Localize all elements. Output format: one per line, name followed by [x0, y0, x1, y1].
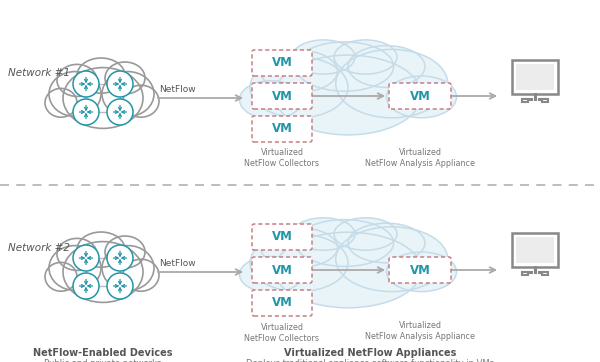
- FancyBboxPatch shape: [512, 233, 558, 267]
- FancyBboxPatch shape: [389, 257, 451, 283]
- Ellipse shape: [45, 88, 77, 117]
- Text: Virtualized
NetFlow Analysis Appliance: Virtualized NetFlow Analysis Appliance: [365, 148, 475, 168]
- Ellipse shape: [77, 232, 125, 267]
- Ellipse shape: [386, 76, 457, 118]
- Ellipse shape: [49, 72, 101, 117]
- Text: Virtualized
NetFlow Analysis Appliance: Virtualized NetFlow Analysis Appliance: [365, 321, 475, 341]
- Ellipse shape: [63, 241, 143, 302]
- Text: VM: VM: [410, 264, 430, 277]
- Circle shape: [73, 273, 99, 299]
- Text: VM: VM: [272, 122, 292, 135]
- Ellipse shape: [292, 40, 355, 74]
- Ellipse shape: [105, 236, 145, 268]
- Circle shape: [107, 71, 133, 97]
- Ellipse shape: [334, 40, 397, 74]
- Text: NetFlow-Enabled Devices: NetFlow-Enabled Devices: [33, 348, 173, 358]
- Bar: [522, 99, 528, 102]
- Ellipse shape: [296, 42, 394, 91]
- Text: VM: VM: [410, 89, 430, 102]
- FancyBboxPatch shape: [252, 83, 312, 109]
- Ellipse shape: [123, 85, 159, 117]
- Bar: [522, 272, 528, 275]
- Bar: [542, 272, 548, 275]
- Circle shape: [107, 273, 133, 299]
- Circle shape: [73, 71, 99, 97]
- Ellipse shape: [63, 68, 143, 129]
- Circle shape: [107, 245, 133, 271]
- Ellipse shape: [102, 72, 154, 117]
- Ellipse shape: [348, 223, 425, 263]
- Bar: [516, 64, 554, 90]
- Text: NetFlow: NetFlow: [159, 85, 196, 94]
- Ellipse shape: [334, 218, 397, 250]
- Bar: [516, 237, 554, 263]
- Text: Virtualized
NetFlow Collectors: Virtualized NetFlow Collectors: [245, 148, 320, 168]
- Ellipse shape: [275, 232, 421, 308]
- FancyBboxPatch shape: [252, 290, 312, 316]
- Ellipse shape: [45, 262, 77, 291]
- FancyBboxPatch shape: [252, 116, 312, 142]
- FancyBboxPatch shape: [252, 50, 312, 76]
- Ellipse shape: [239, 257, 302, 292]
- Text: VM: VM: [272, 264, 292, 277]
- Text: NetFlow: NetFlow: [159, 259, 196, 268]
- Ellipse shape: [386, 252, 457, 292]
- Text: VM: VM: [272, 89, 292, 102]
- Ellipse shape: [77, 58, 125, 93]
- Ellipse shape: [336, 227, 448, 292]
- Circle shape: [73, 99, 99, 125]
- Text: Public and private networks: Public and private networks: [44, 359, 161, 362]
- Ellipse shape: [292, 218, 355, 250]
- Bar: [542, 99, 548, 102]
- Text: VM: VM: [272, 296, 292, 310]
- FancyBboxPatch shape: [252, 257, 312, 283]
- Ellipse shape: [250, 57, 348, 118]
- Text: Network #1: Network #1: [8, 68, 70, 78]
- FancyBboxPatch shape: [389, 83, 451, 109]
- Ellipse shape: [57, 64, 97, 96]
- Text: Deploys traditional appliance software functionality in VMs: Deploys traditional appliance software f…: [246, 359, 494, 362]
- Text: VM: VM: [272, 56, 292, 70]
- Circle shape: [73, 245, 99, 271]
- Ellipse shape: [49, 245, 101, 290]
- Ellipse shape: [336, 49, 448, 118]
- Ellipse shape: [123, 259, 159, 291]
- Circle shape: [107, 99, 133, 125]
- Ellipse shape: [296, 220, 394, 266]
- Ellipse shape: [105, 62, 145, 94]
- Ellipse shape: [260, 228, 337, 267]
- Text: VM: VM: [272, 231, 292, 244]
- Ellipse shape: [239, 81, 302, 119]
- Ellipse shape: [348, 46, 425, 87]
- Text: Network #2: Network #2: [8, 243, 70, 253]
- Text: Virtualized NetFlow Appliances: Virtualized NetFlow Appliances: [284, 348, 456, 358]
- Ellipse shape: [102, 245, 154, 290]
- Ellipse shape: [250, 234, 348, 292]
- FancyBboxPatch shape: [512, 60, 558, 94]
- Ellipse shape: [275, 55, 421, 135]
- Text: Virtualized
NetFlow Collectors: Virtualized NetFlow Collectors: [245, 323, 320, 343]
- Ellipse shape: [57, 239, 97, 270]
- FancyBboxPatch shape: [252, 224, 312, 250]
- Ellipse shape: [260, 50, 337, 92]
